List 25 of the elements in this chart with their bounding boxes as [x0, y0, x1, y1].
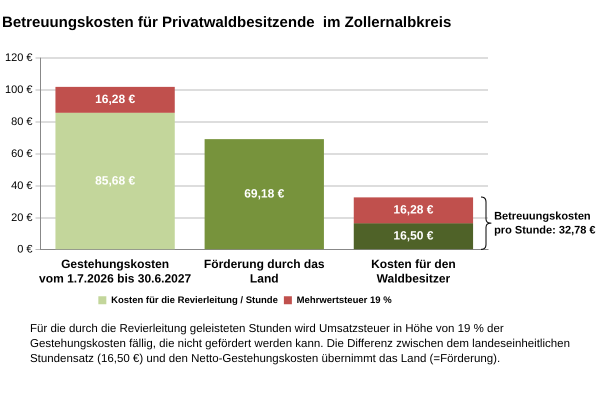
- y-tick-label: 80 €: [11, 116, 33, 128]
- legend-label: Mehrwertsteuer 19 %: [296, 294, 392, 306]
- bar: [55, 112, 175, 250]
- data-label: 85,68 €: [95, 173, 136, 188]
- bar: [55, 86, 175, 113]
- data-label: 69,18 €: [244, 186, 285, 201]
- legend-label: Kosten für die Revierleitung / Stunde: [111, 294, 278, 306]
- text: Betreuungskosten pro Stunde: 32,78 €: [494, 210, 596, 237]
- bar: [354, 197, 474, 224]
- y-tick-label: 0 €: [17, 244, 33, 256]
- y-tick-label: 100 €: [4, 84, 33, 96]
- bar: [204, 139, 324, 250]
- data-label: 16,50 €: [393, 228, 434, 243]
- x-tick-label: Kosten für den Waldbesitzer: [371, 257, 456, 286]
- data-label: 16,28 €: [95, 92, 136, 106]
- data-label: 16,28 €: [393, 202, 434, 217]
- y-tick-label: 40 €: [11, 180, 33, 192]
- bar: [354, 223, 474, 250]
- x-tick-label: Förderung durch das Land: [204, 257, 325, 286]
- text: Für die durch die Revierleitung geleisteten Stunden wird Umsatzsteuer in Höhe von 19 % der Gestehungskosten fällig, die nicht gefördert werden kann. Die Differenz zwischen dem landeseinheitlichen Stundensatz (16,50 €) und den Netto-Gestehungskosten übernimmt das Land (=Förderung).: [30, 322, 571, 367]
- x-tick-label: Gestehungskosten vom 1.7.2026 bis 30.6.2027: [39, 257, 192, 286]
- y-tick-label: 20 €: [11, 212, 33, 224]
- y-tick-label: 60 €: [11, 148, 33, 160]
- y-tick-label: 120 €: [4, 52, 33, 64]
- chart-title: Betreuungskosten für Privatwaldbesitzende im Zollernalbkreis: [2, 14, 452, 32]
